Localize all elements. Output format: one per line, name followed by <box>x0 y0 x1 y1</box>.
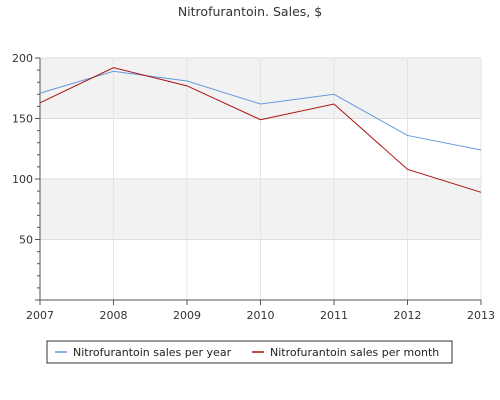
x-tick-label: 2011 <box>320 309 348 322</box>
x-tick-label: 2010 <box>247 309 275 322</box>
x-tick-label: 2007 <box>26 309 54 322</box>
y-tick-label: 200 <box>12 52 33 65</box>
y-tick-label: 100 <box>12 173 33 186</box>
y-tick-label: 150 <box>12 113 33 126</box>
legend-label: Nitrofurantoin sales per month <box>270 346 439 359</box>
y-tick-label: 50 <box>19 234 33 247</box>
series-line-1 <box>39 70 482 151</box>
series-line-2 <box>39 67 482 193</box>
x-tick-label: 2013 <box>467 309 495 322</box>
chart-title: Nitrofurantoin. Sales, $ <box>178 4 322 19</box>
x-tick-label: 2012 <box>394 309 422 322</box>
x-tick-label: 2008 <box>100 309 128 322</box>
legend-box <box>46 340 453 364</box>
x-tick-label: 2009 <box>173 309 201 322</box>
legend-label: Nitrofurantoin sales per year <box>73 346 232 359</box>
